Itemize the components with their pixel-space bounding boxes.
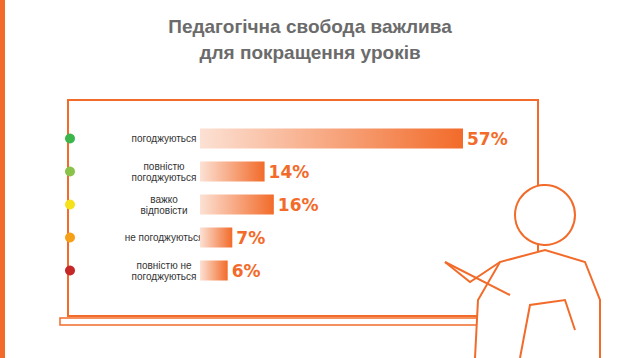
svg-text:14%: 14% bbox=[269, 162, 310, 182]
svg-text:відповісти: відповісти bbox=[140, 205, 187, 216]
svg-text:не погоджуються: не погоджуються bbox=[125, 232, 204, 243]
svg-text:57%: 57% bbox=[467, 129, 508, 149]
svg-text:погоджуються: погоджуються bbox=[132, 172, 197, 183]
svg-text:Педагогічна свобода важлива: Педагогічна свобода важлива bbox=[168, 16, 452, 37]
svg-text:повністю не: повністю не bbox=[137, 260, 192, 271]
svg-text:важко: важко bbox=[150, 194, 178, 205]
svg-text:повністю: повністю bbox=[143, 161, 185, 172]
svg-text:6%: 6% bbox=[232, 261, 261, 281]
svg-text:погоджуються: погоджуються bbox=[132, 271, 197, 282]
svg-text:7%: 7% bbox=[236, 228, 265, 248]
svg-text:16%: 16% bbox=[278, 195, 319, 215]
svg-text:погоджуються: погоджуються bbox=[132, 133, 197, 144]
svg-text:для покращення уроків: для покращення уроків bbox=[199, 42, 420, 63]
